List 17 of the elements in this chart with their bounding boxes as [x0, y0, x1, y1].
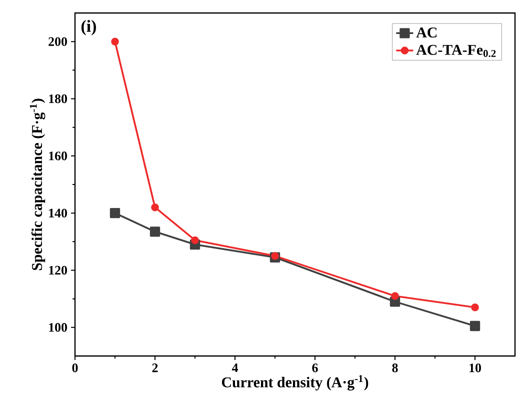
y-axis-title: Specific capacitance (F·g$^{-1}$) [30, 98, 46, 270]
y-tick-label: 180 [49, 94, 68, 104]
x-tick-label: 10 [470, 364, 481, 372]
x-tick-label: 4 [232, 364, 238, 372]
y-tick-label: 200 [48, 37, 68, 46]
x-axis-title: Current density (A·g$^{-1}$) [222, 375, 368, 391]
y-tick-label: 140 [49, 208, 68, 218]
x-tick-label: 0 [72, 364, 78, 372]
y-tick-label: 160 [49, 152, 68, 160]
x-tick-label: 6 [312, 364, 318, 372]
legend-label: AC-TA-Fe$_{0.2}$ [416, 44, 496, 58]
x-tick-label: 8 [392, 364, 398, 372]
y-tick-label: 120 [49, 266, 68, 275]
legend-label: AC [416, 27, 437, 38]
y-tick-label: 100 [49, 323, 68, 332]
annotation: (i) [81, 20, 96, 36]
x-tick-label: 2 [152, 364, 158, 372]
